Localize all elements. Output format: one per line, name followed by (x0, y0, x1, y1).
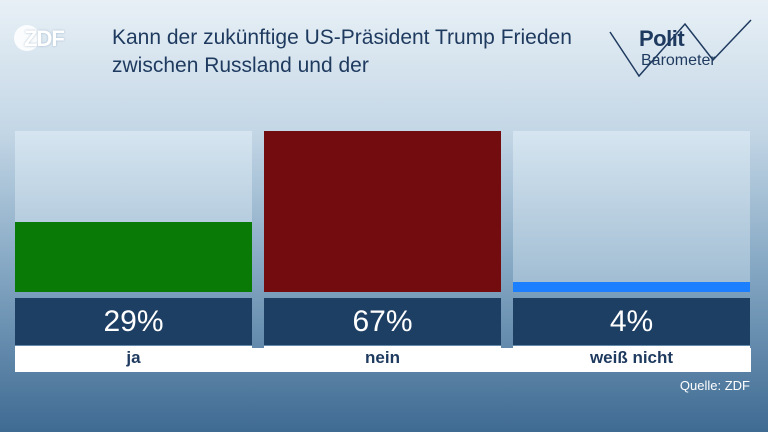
bar-column: 67% nein (264, 131, 501, 370)
bar-column: 29% ja (15, 131, 252, 370)
bar (513, 282, 750, 292)
chart-title: Kann der zukünftige US-Präsident Trump F… (112, 26, 572, 77)
bar (15, 222, 252, 292)
category-label: nein (264, 346, 501, 370)
category-label: weiß nicht (513, 346, 750, 370)
bar-value-label: 4% (513, 298, 750, 345)
bar-track (264, 131, 501, 292)
bar-track (513, 131, 750, 292)
politbarometer-line-icon (609, 19, 752, 78)
bar (264, 131, 501, 292)
brand-line1: Polit (639, 26, 685, 51)
logo-text: ZDF (24, 26, 65, 51)
source-label: Quelle: ZDF (679, 378, 750, 393)
bar-value-label: 67% (264, 298, 501, 345)
bar-column: 4% weiß nicht (513, 131, 750, 370)
category-label: ja (15, 346, 252, 370)
zdf-logo: ZDF (14, 24, 78, 52)
politbarometer-logo: Polit Barometer (605, 14, 755, 84)
logo-circle-icon (14, 25, 40, 51)
bar-value-label: 29% (15, 298, 252, 345)
brand-line2: Barometer (641, 52, 716, 69)
bar-track (15, 131, 252, 292)
